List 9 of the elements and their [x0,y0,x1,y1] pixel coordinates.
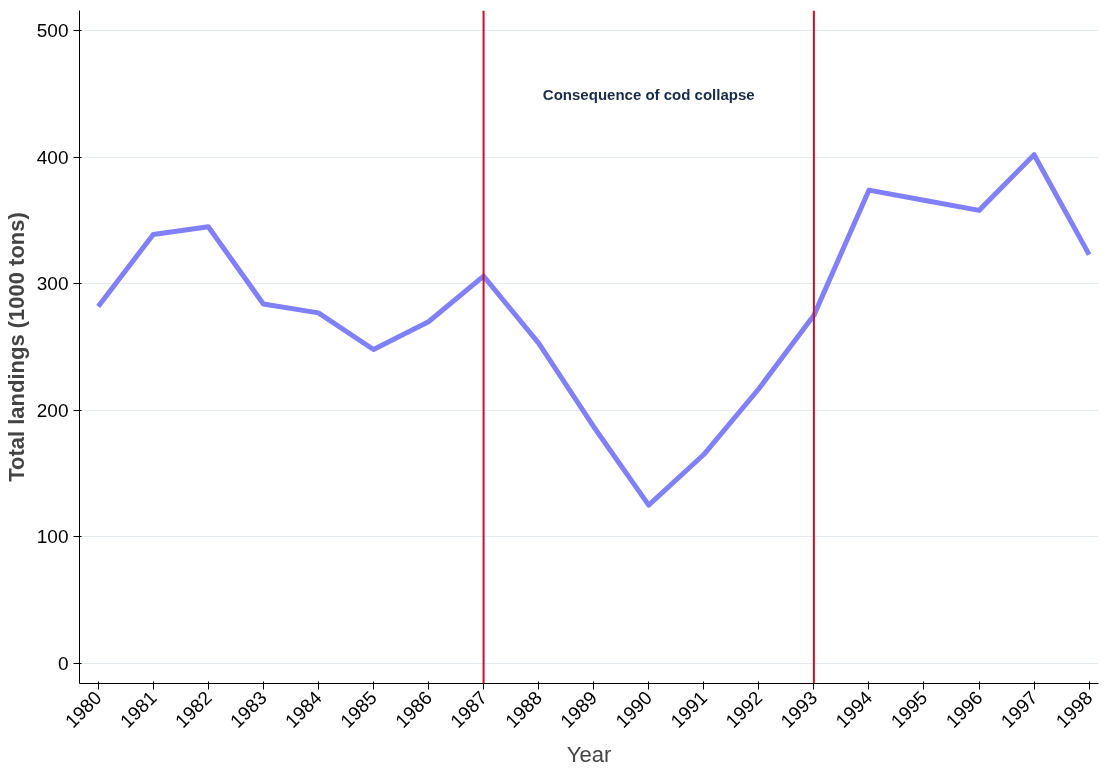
y-tick-label: 200 [36,399,69,421]
y-tick-label: 0 [57,652,69,674]
y-tick-label: 500 [36,20,69,42]
y-tick-label: 300 [36,273,69,295]
y-tick-label: 100 [36,526,69,548]
x-axis-title: Year [566,741,612,767]
y-tick-label: 400 [36,146,69,168]
y-axis-title: Total landings (1000 tons) [3,212,29,482]
annotation: Consequence of cod collapse [542,86,755,103]
